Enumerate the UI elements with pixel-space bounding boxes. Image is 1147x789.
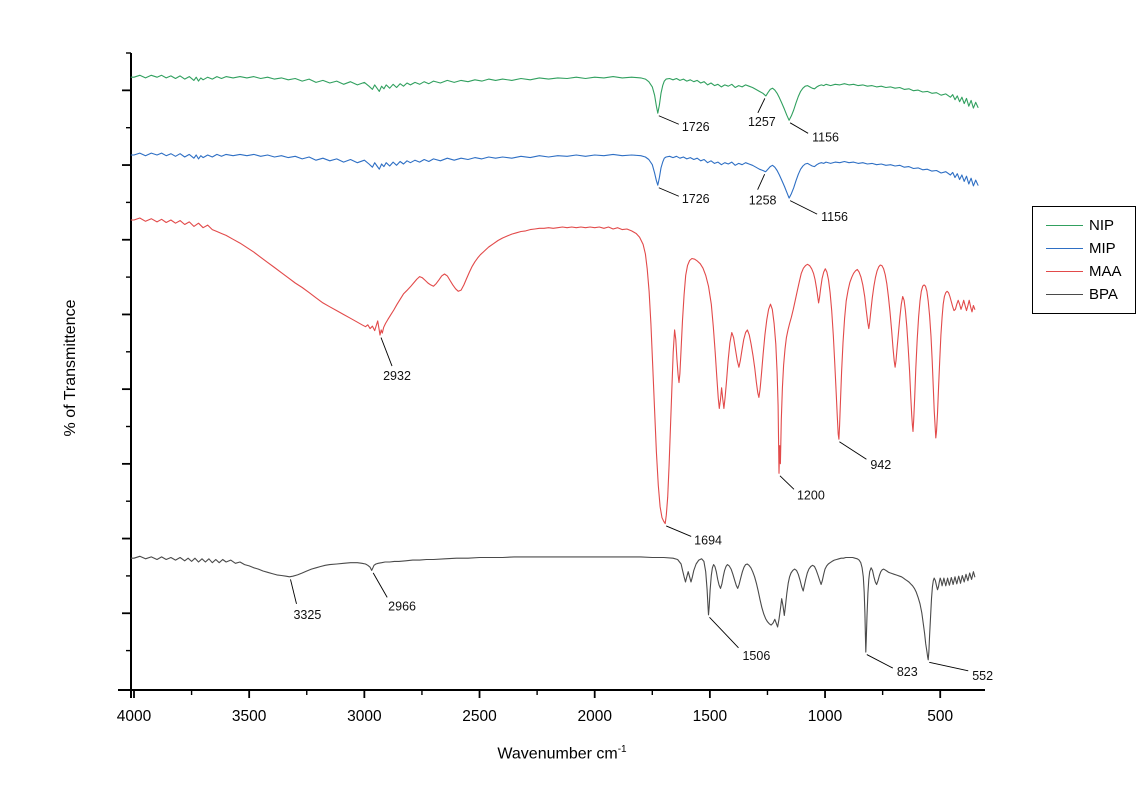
x-axis-title: Wavenumber cm-1: [497, 744, 626, 763]
peak-annotation-leader: [789, 200, 818, 215]
x-tick-label: 1000: [808, 708, 843, 725]
legend-item-MIP: MIP: [1046, 237, 1131, 260]
peak-annotation-leader: [779, 475, 795, 490]
series-line-MIP: [130, 152, 979, 199]
peak-annotation-label-1156: 1156: [812, 130, 839, 144]
x-tick-label: 3500: [232, 708, 267, 725]
peak-annotation-label-3325: 3325: [293, 608, 321, 622]
peak-annotation-label-1694: 1694: [694, 533, 722, 547]
peak-annotation-leader: [372, 572, 388, 598]
legend-label: NIP: [1089, 217, 1115, 234]
peak-annotation-label-1156: 1156: [821, 210, 848, 224]
peak-annotation-leader: [789, 122, 809, 134]
peak-annotation-label-942: 942: [870, 458, 891, 472]
peak-annotation-leader: [380, 337, 393, 367]
legend-item-MAA: MAA: [1046, 260, 1131, 283]
x-axis-title-superscript: -1: [617, 744, 627, 755]
x-tick-label: 2500: [462, 708, 497, 725]
peak-annotation-label-1506: 1506: [742, 649, 770, 663]
peak-annotation-leader: [929, 661, 969, 672]
peak-annotation-label-1726: 1726: [682, 192, 710, 206]
peak-annotation-label-1257: 1257: [748, 115, 776, 129]
series-line-NIP: [130, 74, 979, 121]
legend-label: BPA: [1089, 286, 1118, 303]
y-axis-title: % of Transmittence: [62, 299, 79, 437]
x-axis-title-text: Wavenumber cm: [497, 745, 618, 763]
x-tick-label: 4000: [117, 708, 152, 725]
peak-annotation-leader: [757, 174, 766, 190]
legend-line-swatch: [1046, 248, 1083, 249]
legend-line-swatch: [1046, 225, 1083, 226]
peak-annotation-label-1726: 1726: [682, 120, 710, 134]
peak-annotation-label-1258: 1258: [749, 194, 777, 208]
peak-annotation-label-2966: 2966: [388, 599, 416, 613]
legend-item-BPA: BPA: [1046, 283, 1131, 306]
x-tick-label: 1500: [693, 708, 728, 725]
peak-annotation-leader: [658, 115, 679, 125]
peak-annotation-label-552: 552: [972, 669, 993, 683]
x-tick-label: 500: [927, 708, 953, 725]
peak-annotation-leader: [666, 525, 692, 537]
legend-label: MIP: [1089, 240, 1116, 257]
peak-annotation-label-823: 823: [897, 665, 918, 679]
legend-line-swatch: [1046, 294, 1083, 295]
x-tick-label: 3000: [347, 708, 382, 725]
peak-annotation-leader: [290, 579, 297, 604]
peak-annotation-leader: [757, 98, 766, 114]
peak-annotation-leader: [658, 187, 679, 197]
legend-label: MAA: [1089, 263, 1122, 280]
legend-line-swatch: [1046, 271, 1083, 272]
series-line-MAA: [130, 217, 976, 525]
peak-annotation-label-1200: 1200: [797, 488, 825, 502]
peak-annotation-leader: [866, 654, 894, 669]
legend: NIP MIP MAA BPA: [1032, 206, 1136, 314]
peak-annotation-leader: [709, 616, 739, 649]
x-tick-label: 2000: [577, 708, 612, 725]
legend-item-NIP: NIP: [1046, 214, 1131, 237]
peak-annotation-leader: [839, 441, 867, 460]
series-line-BPA: [130, 555, 976, 661]
peak-annotation-label-2932: 2932: [383, 369, 411, 383]
